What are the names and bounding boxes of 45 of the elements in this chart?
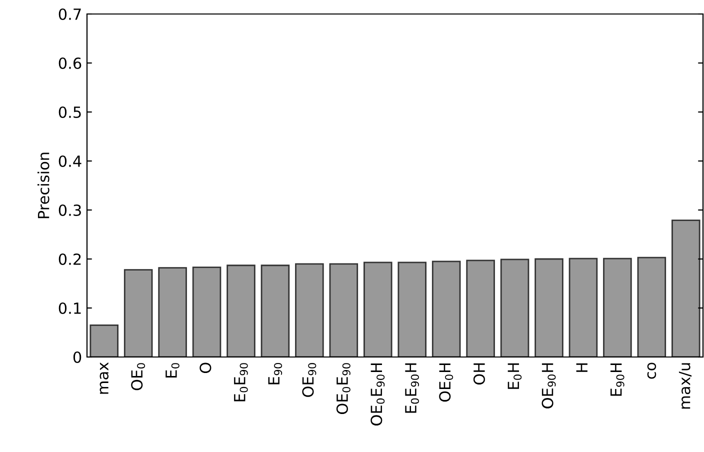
x-tick-label: co — [647, 362, 656, 379]
x-tick-label: max/u — [678, 363, 692, 409]
x-tick-label: OE$_{0}$H — [439, 363, 454, 402]
x-tick-label: H — [576, 363, 588, 372]
bar — [295, 263, 324, 357]
bar — [432, 260, 461, 357]
y-tick-label: 0.2 — [58, 253, 81, 266]
y-tick-label: 0 — [73, 351, 82, 364]
y-tick-label: 0.1 — [58, 302, 81, 314]
x-tick-label: E$_{0}$ — [166, 363, 180, 378]
bar — [260, 264, 290, 357]
bar — [603, 258, 632, 357]
x-tick-label: OE$_{0}$E$_{90}$H — [370, 363, 385, 426]
y-tick-label: 0.4 — [58, 155, 82, 168]
bar — [192, 266, 222, 357]
bar — [534, 258, 564, 357]
x-tick-label: E$_{0}$H — [508, 363, 522, 389]
bar — [637, 256, 666, 357]
x-tick-label: max — [100, 362, 109, 394]
y-tick-label: 0.5 — [58, 106, 81, 118]
bar — [568, 258, 598, 357]
bar — [500, 258, 530, 357]
bar — [364, 262, 392, 357]
x-tick-label: E$_{90}$H — [610, 363, 624, 396]
y-tick-label: 0.3 — [58, 204, 81, 216]
x-tick-label: E$_{0}$E$_{90}$ — [234, 363, 248, 402]
x-tick-label: OE$_{90}$ — [302, 363, 316, 397]
x-tick-label: OH — [473, 363, 485, 385]
bar — [672, 220, 700, 357]
x-tick-label: OE$_{90}$H — [542, 363, 556, 408]
bar — [329, 263, 358, 357]
x-tick-label: E$_{90}$ — [268, 362, 282, 384]
bar — [124, 269, 153, 357]
bar — [398, 262, 426, 357]
y-tick-label: 0.6 — [58, 57, 82, 70]
y-tick-label: 0.7 — [58, 8, 81, 20]
x-tick-label: OE$_{0}$E$_{90}$ — [336, 363, 350, 414]
bar — [466, 260, 495, 357]
bar — [226, 264, 256, 357]
x-tick-label: OE$_{0}$ — [131, 363, 146, 390]
x-tick-label: E$_{0}$E$_{90}$H — [405, 363, 419, 413]
y-axis-title: Precision — [38, 152, 50, 218]
bar — [90, 324, 118, 357]
bar — [158, 267, 187, 357]
x-tick-label: O — [200, 362, 212, 374]
